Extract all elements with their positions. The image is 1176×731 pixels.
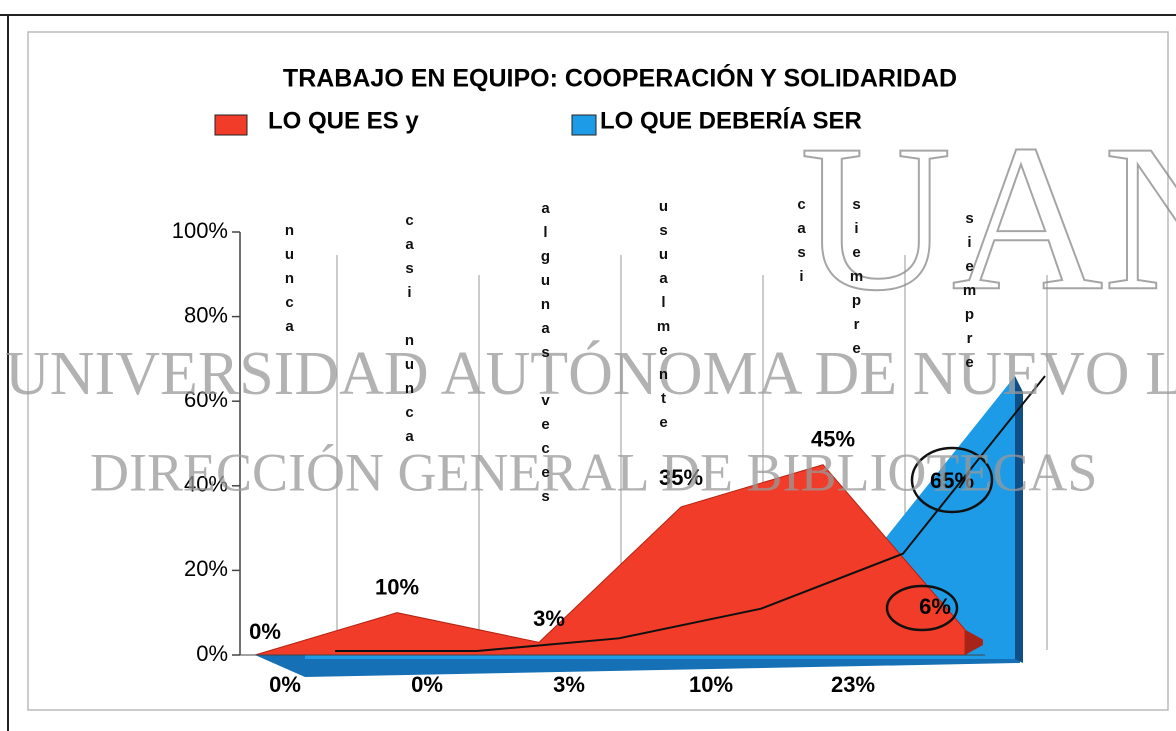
y-tick-label: 100% [172, 218, 228, 243]
data-label: 0% [249, 619, 281, 644]
y-tick-label: 20% [184, 556, 228, 581]
y-tick-label: 60% [184, 387, 228, 412]
data-label: 0% [411, 672, 443, 697]
x-tick-label: casi nunca [401, 212, 418, 452]
data-label: 0% [269, 672, 301, 697]
data-label: 3% [533, 606, 565, 631]
y-tick-label: 0% [196, 641, 228, 666]
x-tick-label: usualmente [655, 198, 672, 438]
y-tick-label: 80% [184, 302, 228, 327]
legend-label: LO QUE DEBERÍA SER [600, 106, 862, 134]
legend-swatch [214, 114, 248, 136]
data-label: 23% [831, 672, 875, 697]
data-label: 35% [659, 465, 703, 490]
highlight-ellipse [910, 446, 994, 514]
x-tick-label: nunca [281, 222, 298, 342]
data-label: 10% [375, 575, 419, 600]
plot: 0% 20% 40% 60% 80% 100% 0% 10% 3% 35% 45% 6% 0% 0% 3% 1… [172, 218, 1048, 697]
data-label: 3% [553, 672, 585, 697]
chart-title: TRABAJO EN EQUIPO: COOPERACIÓN Y SOLIDAR… [283, 63, 957, 93]
area-side [1015, 376, 1023, 663]
area-side [965, 629, 983, 655]
data-label: 65% [930, 468, 974, 493]
x-tick-label: siempre [961, 210, 978, 378]
line [335, 375, 1046, 652]
watermark-line: UNIVERSIDAD AUTÓNOMA DE NUEVO LEÓ [5, 340, 1176, 408]
data-label: 45% [811, 426, 855, 451]
y-tick-label: 40% [184, 472, 228, 497]
highlight-ellipse [885, 584, 959, 632]
legend-label: LO QUE ES y [268, 107, 419, 134]
data-label: 10% [689, 672, 733, 697]
watermark-logo: UANL [800, 102, 1176, 334]
legend-swatch [571, 114, 597, 136]
chart-border [27, 31, 1169, 711]
watermark-line: DIRECCIÓN GENERAL DE BIBLIOTECAS [90, 442, 1097, 502]
data-label: 6% [919, 594, 951, 619]
x-tick-label: algunas veces [537, 200, 554, 512]
x-tick-label: casi siempre [793, 196, 865, 364]
